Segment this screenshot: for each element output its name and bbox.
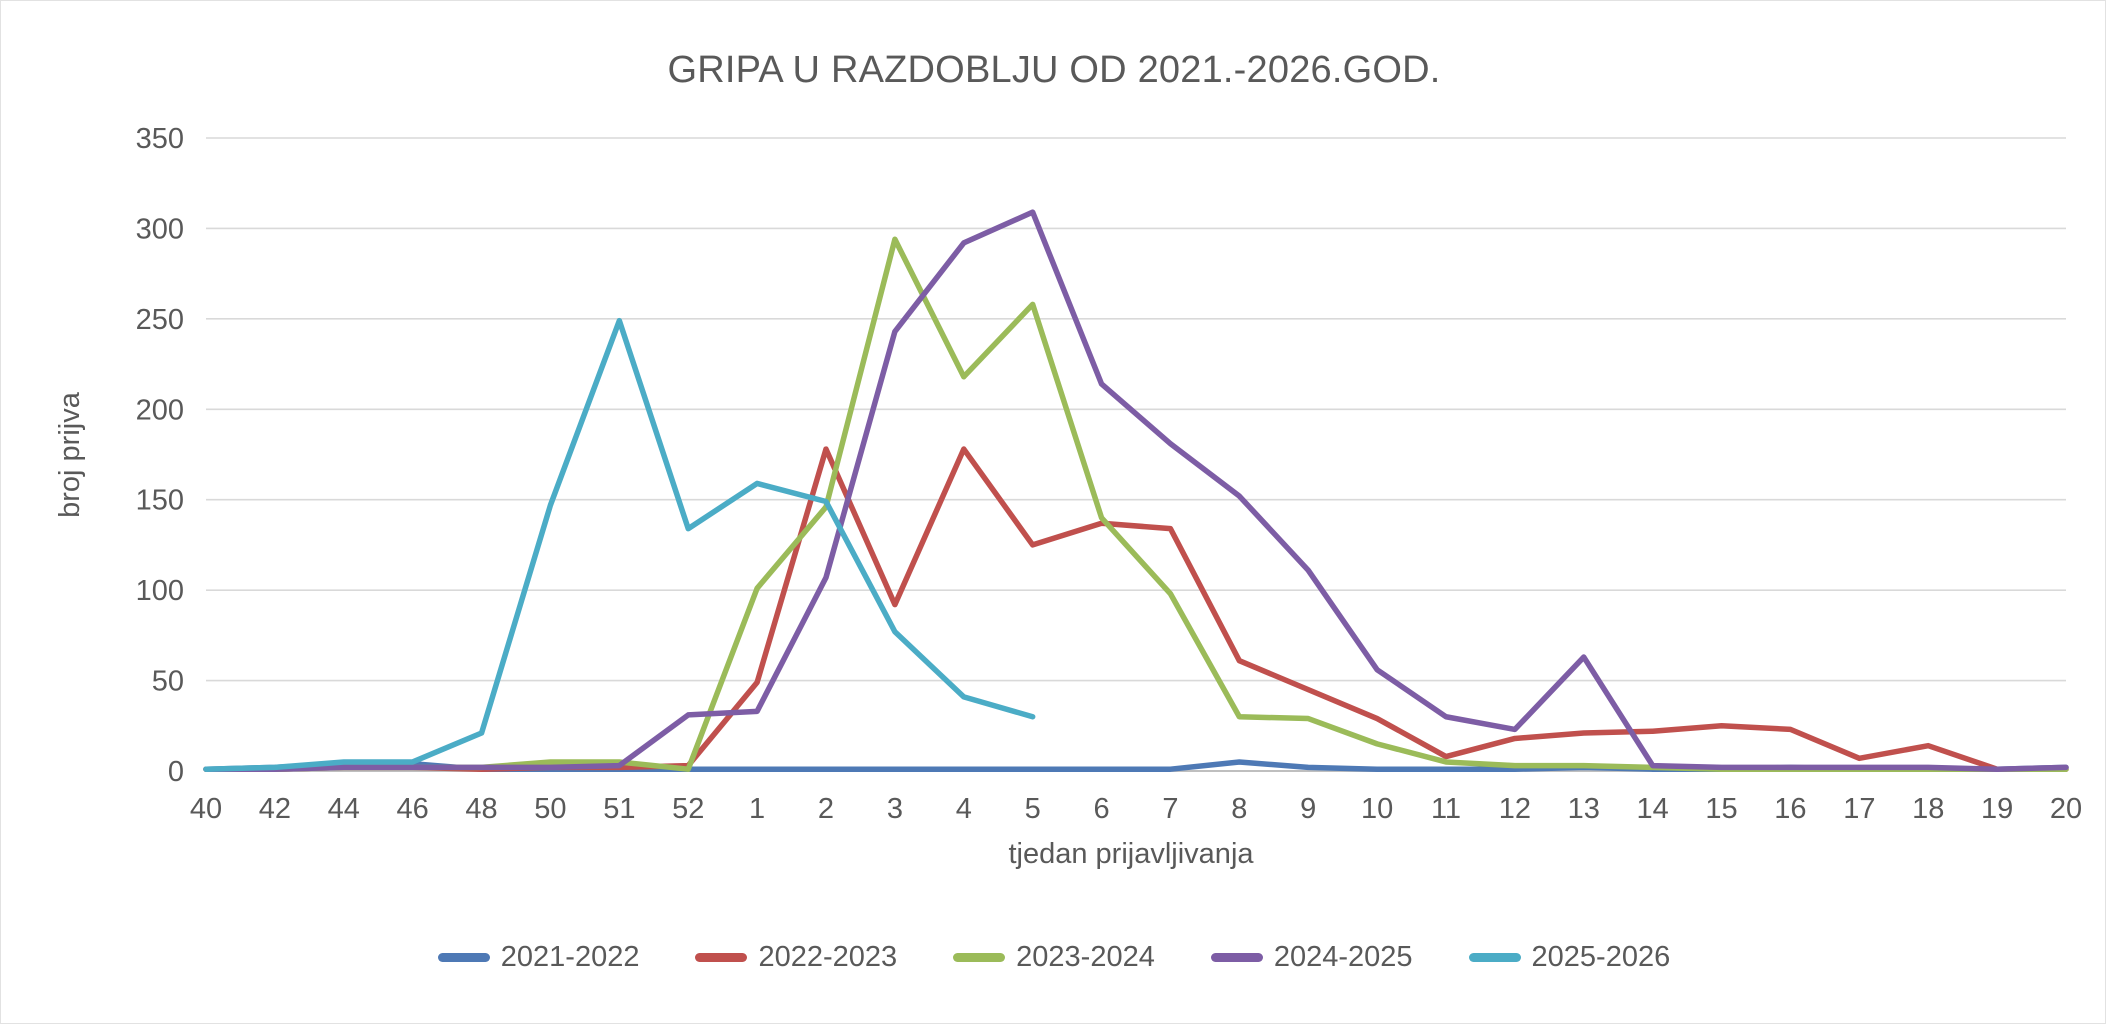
y-tick-label: 50 [152,666,184,698]
legend-item-label: 2024-2025 [1273,941,1413,973]
x-tick-label: 13 [1568,793,1600,825]
x-tick-label: 44 [328,793,360,825]
y-tick-label: 200 [136,394,184,426]
x-tick-label: 8 [1231,793,1247,825]
legend-item-2023-2024[interactable]: 2023-2024 [953,941,1155,974]
x-tick-label: 48 [465,793,497,825]
series-line-2025-2026 [203,317,1036,772]
x-tick-label: 7 [1162,793,1178,825]
legend-swatch-icon [437,953,490,962]
x-axis-title: tjedan prijavljivanja [1008,838,1254,870]
x-tick-label: 2 [818,793,834,825]
y-tick-label: 0 [168,756,184,788]
legend-item-2024-2025[interactable]: 2024-2025 [1210,941,1413,974]
x-tick-label: 46 [397,793,429,825]
legend-swatch-icon [1468,953,1521,962]
x-tick-label: 3 [887,793,903,825]
x-tick-label: 20 [2050,793,2082,825]
gridlines-group [206,137,2066,772]
legend-item-2022-2023[interactable]: 2022-2023 [695,941,897,974]
y-tick-label: 350 [136,123,184,155]
x-tick-label: 14 [1637,793,1669,825]
series-line-2024-2025 [203,209,2069,772]
legend-item-label: 2025-2026 [1531,941,1671,973]
x-tick-label: 4 [956,793,972,825]
x-tick-label: 5 [1025,793,1041,825]
x-tick-label: 52 [672,793,704,825]
x-tick-label: 51 [603,793,635,825]
legend-swatch-icon [695,953,748,962]
y-axis-tick-labels: 0 50 100 150 200 250 300 350 [136,123,184,788]
legend-item-label: 2023-2024 [1016,941,1155,973]
x-tick-label: 12 [1499,793,1531,825]
x-tick-label: 40 [190,793,222,825]
x-tick-label: 42 [259,793,291,825]
x-tick-label: 17 [1843,793,1875,825]
x-tick-label: 9 [1300,793,1316,825]
series-lines-group [203,209,2069,772]
x-tick-label: 15 [1705,793,1737,825]
chart-title: GRIPA U RAZDOBLJU OD 2021.-2026.GOD. [667,49,1441,91]
y-tick-label: 300 [136,213,184,245]
legend-swatch-icon [1210,953,1263,962]
legend-swatch-icon [953,953,1006,962]
legend-item-2021-2022[interactable]: 2021-2022 [437,941,640,974]
y-tick-label: 100 [136,575,184,607]
x-tick-label: 19 [1981,793,2013,825]
x-tick-label: 16 [1774,793,1806,825]
x-axis-tick-labels: 40 42 44 46 48 50 51 52 1 2 3 4 5 6 7 8 9 10 11 12 13 14 15 16 1… [190,793,2082,825]
chart-legend: 2021-2022 2022-2023 2023-2024 2024-2025 2025… [1,941,2106,974]
y-tick-label: 150 [136,485,184,517]
x-tick-label: 18 [1912,793,1944,825]
x-tick-label: 6 [1093,793,1109,825]
x-tick-label: 1 [749,793,765,825]
x-tick-label: 50 [534,793,566,825]
y-tick-label: 250 [136,304,184,336]
legend-item-2025-2026[interactable]: 2025-2026 [1468,941,1671,974]
x-tick-label: 10 [1361,793,1393,825]
legend-item-label: 2022-2023 [758,941,898,973]
legend-item-label: 2021-2022 [500,941,640,973]
y-axis-title: broj prijva [54,391,86,518]
x-tick-label: 11 [1431,793,1461,825]
